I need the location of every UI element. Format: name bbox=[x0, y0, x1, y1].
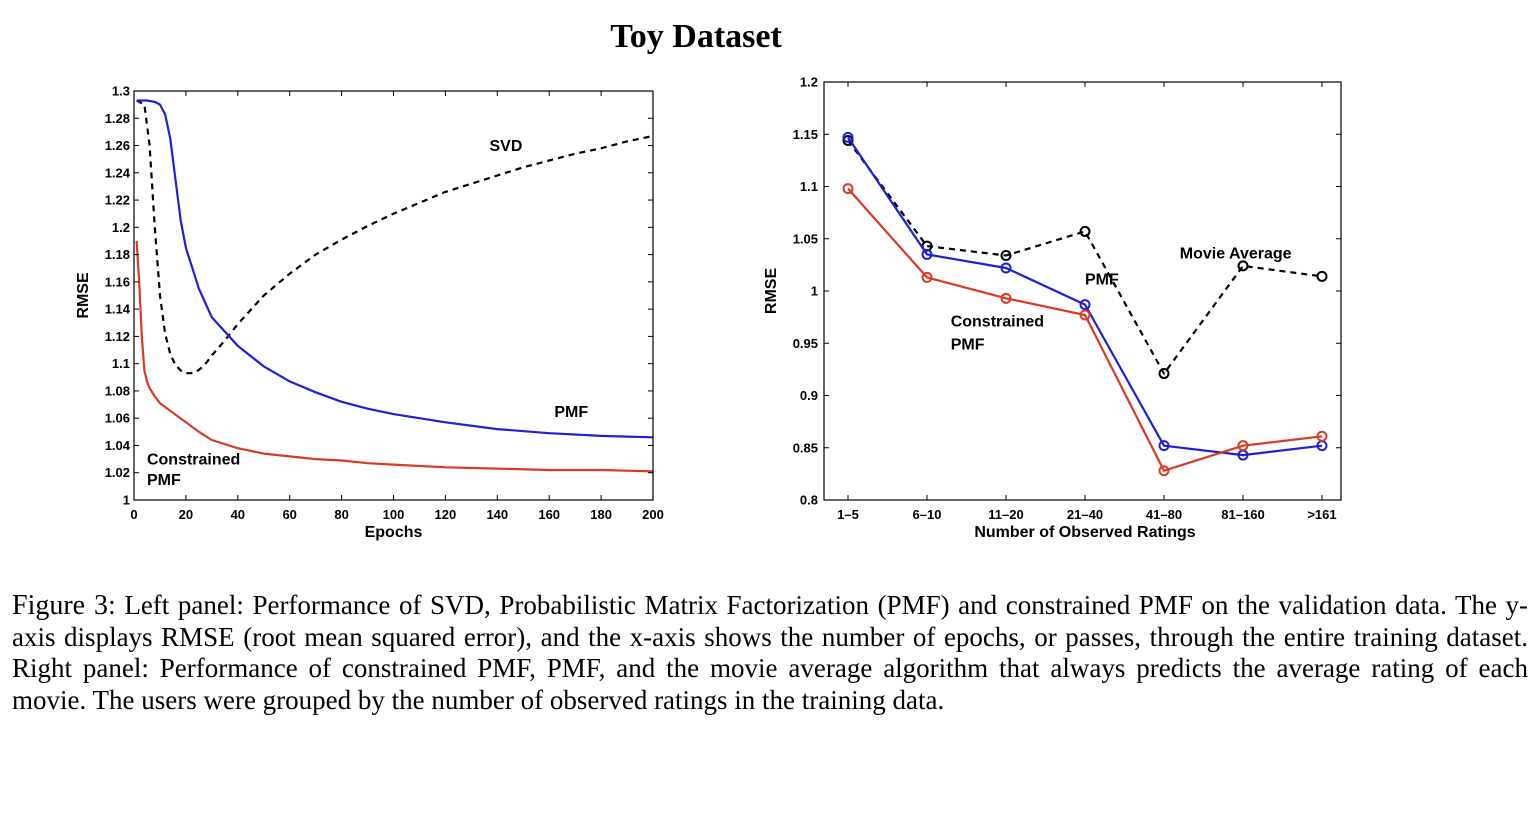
right-series-pmf-point bbox=[1079, 299, 1091, 311]
right-x-tick-label: 1–5 bbox=[837, 507, 859, 522]
left-y-tick-label: 1.02 bbox=[105, 465, 130, 480]
right-tick-labels: 1–5 6–10 11–20 21–40 41–80 81–160 >161 0.8 0.85 0… bbox=[793, 75, 1337, 523]
right-y-tick-label: 1.2 bbox=[800, 75, 818, 90]
left-y-tick-label: 1.06 bbox=[105, 411, 130, 426]
right-chart: 1–5 6–10 11–20 21–40 41–80 81–160 >161 0.8 0.85 0… bbox=[763, 75, 1342, 541]
right-annotation-label: Constrained bbox=[951, 314, 1044, 331]
right-y-tick-label: 1 bbox=[811, 284, 818, 299]
left-series-svd-line bbox=[136, 99, 654, 375]
left-y-tick-label: 1.24 bbox=[105, 165, 131, 180]
right-ticks bbox=[824, 81, 1341, 501]
left-y-axis-label: RMSE bbox=[75, 272, 92, 319]
left-x-tick-label: 60 bbox=[282, 507, 296, 522]
right-y-tick-label: 1.05 bbox=[793, 231, 818, 246]
left-annotations: SVD PMF Constrained PMF bbox=[147, 138, 588, 489]
left-y-tick-label: 1.3 bbox=[112, 84, 130, 99]
left-y-tick-label: 1.18 bbox=[105, 247, 130, 262]
right-series-pmf-point bbox=[1000, 262, 1012, 274]
left-x-tick-label: 100 bbox=[383, 507, 405, 522]
right-x-axis-label: Number of Observed Ratings bbox=[974, 524, 1195, 541]
left-y-tick-label: 1.04 bbox=[105, 438, 131, 453]
left-y-tick-label: 1.2 bbox=[112, 220, 130, 235]
left-x-tick-label: 120 bbox=[435, 507, 457, 522]
right-series-constrained-pmf-point bbox=[1237, 440, 1249, 452]
left-x-tick-label: 0 bbox=[130, 507, 137, 522]
right-x-tick-label: 11–20 bbox=[988, 507, 1023, 522]
right-series-constrained-pmf-point bbox=[1158, 465, 1170, 477]
left-y-tick-label: 1.1 bbox=[112, 356, 130, 371]
figure-title: Toy Dataset bbox=[610, 18, 782, 55]
right-y-tick-label: 1.15 bbox=[793, 127, 818, 142]
left-y-tick-label: 1.22 bbox=[105, 193, 130, 208]
right-x-tick-label: 6–10 bbox=[913, 507, 942, 522]
right-series-constrained-pmf-line bbox=[847, 187, 1323, 472]
left-x-axis-label: Epochs bbox=[365, 524, 423, 541]
right-y-axis-label: RMSE bbox=[763, 268, 780, 315]
left-ticks bbox=[133, 90, 654, 501]
right-series-movie-average-point bbox=[1237, 260, 1249, 272]
right-annotation-label: PMF bbox=[951, 337, 985, 354]
right-series-constrained-pmf-point bbox=[921, 271, 933, 283]
left-x-tick-label: 80 bbox=[334, 507, 348, 522]
left-y-tick-label: 1.12 bbox=[105, 329, 130, 344]
figure-caption: Figure 3: Left panel: Performance of SVD… bbox=[12, 590, 1528, 716]
caption-prefix: Figure 3: bbox=[12, 590, 116, 621]
right-y-tick-label: 1.1 bbox=[800, 179, 818, 194]
left-y-tick-label: 1.08 bbox=[105, 383, 130, 398]
left-y-tick-label: 1.26 bbox=[105, 138, 130, 153]
left-annotation-label: PMF bbox=[147, 472, 181, 489]
right-y-tick-label: 0.9 bbox=[800, 388, 818, 403]
left-x-tick-label: 160 bbox=[538, 507, 560, 522]
right-series-pmf-line bbox=[847, 136, 1323, 457]
left-y-tick-label: 1 bbox=[123, 493, 130, 508]
right-series-pmf-point bbox=[842, 131, 854, 143]
right-plot-area bbox=[842, 131, 1328, 477]
left-series-pmf-line bbox=[136, 99, 654, 439]
right-y-tick-label: 0.95 bbox=[793, 336, 818, 351]
left-chart: 0 20 40 60 80 100 120 140 160 180 200 1 1.02 1.04 1.06… bbox=[75, 84, 664, 542]
left-y-tick-label: 1.16 bbox=[105, 274, 130, 289]
right-series-constrained-pmf-point bbox=[1079, 309, 1091, 321]
left-y-tick-label: 1.28 bbox=[105, 111, 130, 126]
right-annotation-label: PMF bbox=[1085, 272, 1119, 289]
left-annotation-label: SVD bbox=[490, 138, 523, 155]
right-series-movie-average-point bbox=[1079, 225, 1091, 237]
right-series-pmf-point bbox=[1158, 440, 1170, 452]
right-annotation-label: Movie Average bbox=[1180, 246, 1292, 263]
caption-text: Left panel: Performance of SVD, Probabil… bbox=[12, 590, 1529, 715]
right-series-constrained-pmf-point bbox=[842, 183, 854, 195]
left-plot-frame bbox=[133, 90, 654, 501]
left-annotation-label: Constrained bbox=[147, 452, 240, 469]
left-plot-area bbox=[135, 99, 654, 473]
left-x-tick-label: 180 bbox=[590, 507, 612, 522]
right-series-movie-average-point bbox=[1158, 368, 1170, 380]
left-annotation-label: PMF bbox=[554, 404, 588, 421]
left-x-tick-label: 140 bbox=[486, 507, 508, 522]
right-y-tick-label: 0.85 bbox=[793, 440, 818, 455]
right-x-tick-label: 81–160 bbox=[1221, 507, 1264, 522]
right-x-tick-label: 21–40 bbox=[1067, 507, 1103, 522]
left-x-tick-label: 200 bbox=[642, 507, 664, 522]
right-series-movie-average-point bbox=[1316, 270, 1328, 282]
left-x-tick-label: 40 bbox=[231, 507, 245, 522]
left-x-tick-label: 20 bbox=[179, 507, 193, 522]
right-series-constrained-pmf-point bbox=[1000, 292, 1012, 304]
right-series-pmf-point bbox=[921, 248, 933, 260]
right-y-tick-label: 0.8 bbox=[800, 493, 818, 508]
right-x-tick-label: >161 bbox=[1307, 507, 1336, 522]
left-tick-labels: 0 20 40 60 80 100 120 140 160 180 200 1 1.02 1.04 1.06… bbox=[105, 84, 664, 523]
right-series-movie-average-point bbox=[1000, 249, 1012, 261]
left-y-tick-label: 1.14 bbox=[105, 302, 131, 317]
right-plot-frame bbox=[823, 81, 1342, 501]
right-annotations: Movie Average PMF Constrained PMF bbox=[951, 246, 1292, 354]
right-series-constrained-pmf-point bbox=[1316, 430, 1328, 442]
right-x-tick-label: 41–80 bbox=[1146, 507, 1182, 522]
left-series-constrained-pmf-line bbox=[135, 240, 654, 473]
